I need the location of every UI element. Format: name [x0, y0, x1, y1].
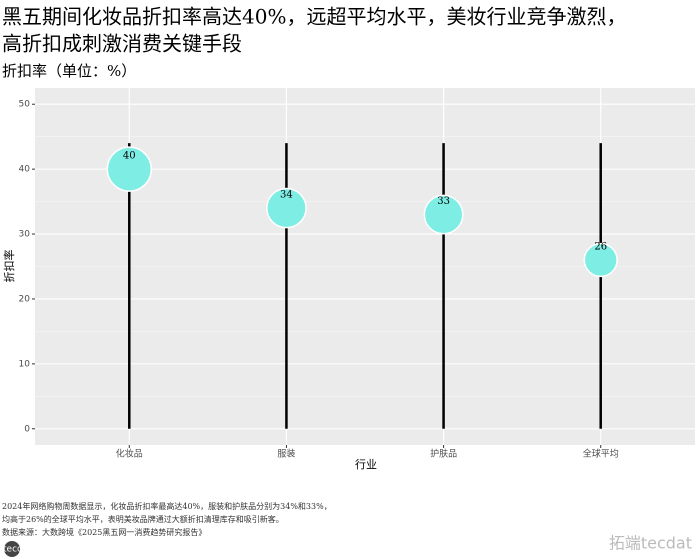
chart-title: 高折扣成刺激消费关键手段	[2, 32, 242, 56]
footnote: 均高于26%的全球平均水平，表明美妆品牌通过大额折扣清理库存和吸引新客。	[2, 514, 284, 524]
y-axis-title: 折扣率	[2, 250, 16, 283]
logo-icon	[4, 541, 20, 557]
source: 数据来源：大数跨境《2025黑五网一消费趋势研究报告》	[2, 527, 206, 537]
lollipop-head	[266, 187, 307, 229]
footnote: 2024年网络购物周数据显示，化妆品折扣率最高达40%，服装和护肤品分别为34%…	[2, 501, 332, 511]
x-tick-label: 服装	[277, 448, 295, 460]
y-tick-label: 50	[19, 100, 31, 110]
x-tick-label: 全球平均	[583, 448, 619, 460]
value-label: 34	[280, 190, 293, 201]
y-tick-label: 0	[24, 424, 30, 434]
y-tick-label: 10	[19, 359, 31, 369]
x-tick-label: 护肤品	[430, 448, 457, 460]
watermark: 拓端tecdat	[609, 534, 692, 553]
y-tick-label: 20	[19, 294, 31, 304]
logo: tecdat 拓端®	[3, 543, 62, 555]
x-axis-title: 行业	[355, 458, 377, 471]
chart-subtitle: 折扣率（单位：%）	[2, 62, 136, 80]
y-tick-label: 40	[19, 165, 31, 175]
value-label: 40	[123, 151, 136, 162]
y-tick-label: 30	[19, 230, 31, 240]
chart-title: 黑五期间化妆品折扣率高达40%，远超平均水平，美妆行业竞争激烈，	[2, 5, 626, 29]
lollipop-head	[106, 146, 153, 192]
value-label: 26	[594, 242, 607, 253]
value-label: 33	[437, 196, 450, 207]
lollipop-head	[423, 194, 464, 235]
lollipop-head	[583, 242, 618, 278]
x-tick-label: 化妆品	[116, 448, 143, 460]
